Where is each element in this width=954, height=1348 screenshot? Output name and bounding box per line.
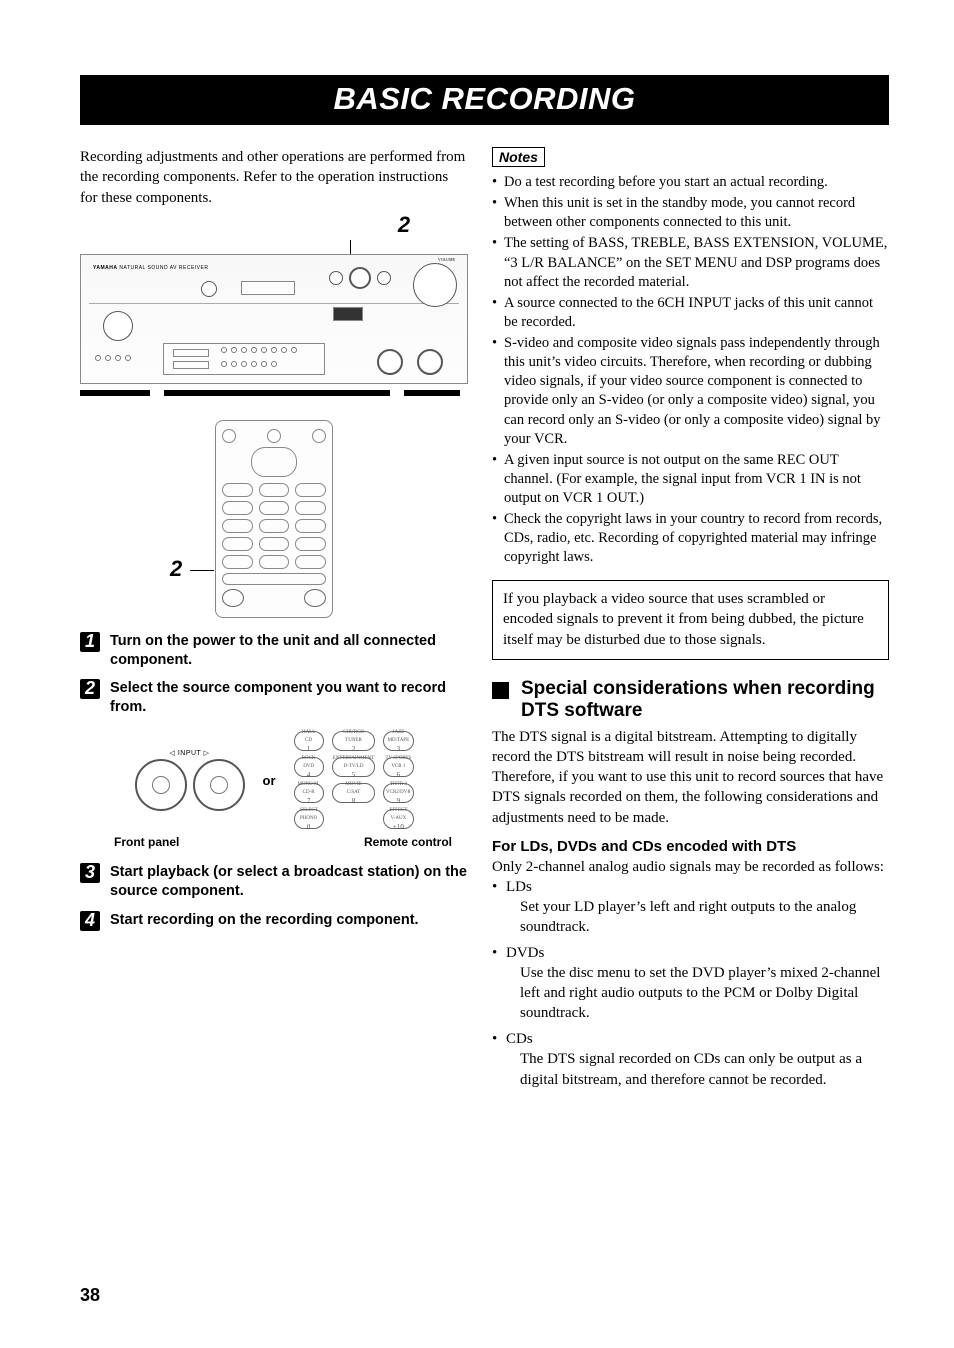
note-item: The setting of BASS, TREBLE, BASS EXTENS… xyxy=(492,234,889,291)
notes-heading: Notes xyxy=(492,147,545,167)
source-button: SELECTPHONO0 xyxy=(294,809,324,829)
left-column: Recording adjustments and other operatio… xyxy=(80,147,468,1096)
control-panel-row: ◁ INPUT ▷ or HALLCD1 CHURCHTUNER2 JAZZMD… xyxy=(80,731,468,829)
input-dial xyxy=(193,759,245,811)
figure-label-top: 2 xyxy=(340,212,468,238)
source-button: CHURCHTUNER2 xyxy=(332,731,376,751)
note-item: When this unit is set in the standby mod… xyxy=(492,194,889,232)
brand-label: YAMAHA NATURAL SOUND AV RECEIVER xyxy=(93,265,208,271)
callout-box: If you playback a video source that uses… xyxy=(492,580,889,660)
step-2: 2 Select the source component you want t… xyxy=(80,679,468,717)
source-button: TV SPORTSVCR 16 xyxy=(383,757,413,777)
step-text: Start recording on the recording compone… xyxy=(110,911,419,930)
note-item: Check the copyright laws in your country… xyxy=(492,510,889,567)
step-text: Select the source component you want to … xyxy=(110,679,468,717)
dial xyxy=(417,349,443,375)
step-text: Turn on the power to the unit and all co… xyxy=(110,632,468,670)
step-text: Start playback (or select a broadcast st… xyxy=(110,863,468,901)
step-4: 4 Start recording on the recording compo… xyxy=(80,911,468,931)
input-dial xyxy=(135,759,187,811)
section-paragraph: The DTS signal is a digital bitstream. A… xyxy=(492,727,889,827)
page-title: BASIC RECORDING xyxy=(80,81,889,117)
input-dial-group: ◁ INPUT ▷ xyxy=(135,749,245,811)
step-3: 3 Start playback (or select a broadcast … xyxy=(80,863,468,901)
remote-button-grid: HALLCD1 CHURCHTUNER2 JAZZMD/TAPE3 ROCKDV… xyxy=(294,731,414,829)
pointer-line xyxy=(350,240,468,254)
front-panel-label: Front panel xyxy=(114,835,179,849)
sub-heading: For LDs, DVDs and CDs encoded with DTS xyxy=(492,838,889,855)
source-button: MONO M.CD-R7 xyxy=(294,783,324,803)
note-item: A source connected to the 6CH INPUT jack… xyxy=(492,294,889,332)
source-button: ROCKDVD4 xyxy=(294,757,324,777)
intro-text: Recording adjustments and other operatio… xyxy=(80,147,468,208)
notes-list: Do a test recording before you start an … xyxy=(492,173,889,568)
page-number: 38 xyxy=(80,1285,100,1306)
figure-label-side: 2 xyxy=(170,556,182,582)
dial xyxy=(377,349,403,375)
right-column: Notes Do a test recording before you sta… xyxy=(492,147,889,1096)
section-heading: Special considerations when recording DT… xyxy=(492,678,889,724)
source-button: EFFECTV-AUX+10 xyxy=(383,809,413,829)
sub-paragraph: Only 2-channel analog audio signals may … xyxy=(492,857,889,877)
remote-diagram xyxy=(215,420,333,618)
media-item: CDs The DTS signal recorded on CDs can o… xyxy=(492,1029,889,1089)
step-number: 2 xyxy=(80,679,100,699)
section-title: Special considerations when recording DT… xyxy=(521,678,889,724)
two-column-layout: Recording adjustments and other operatio… xyxy=(80,147,889,1096)
underline-bars xyxy=(80,390,468,396)
step-number: 1 xyxy=(80,632,100,652)
or-label: or xyxy=(263,773,276,788)
note-item: Do a test recording before you start an … xyxy=(492,173,889,192)
receiver-diagram: YAMAHA NATURAL SOUND AV RECEIVER VOLUME xyxy=(80,254,468,384)
media-list: LDs Set your LD player’s left and right … xyxy=(492,877,889,1090)
panel-labels: Front panel Remote control xyxy=(114,835,452,849)
input-label: ◁ INPUT ▷ xyxy=(135,749,245,757)
media-item: DVDs Use the disc menu to set the DVD pl… xyxy=(492,943,889,1023)
remote-control-label: Remote control xyxy=(364,835,452,849)
note-item: S-video and composite video signals pass… xyxy=(492,334,889,449)
square-bullet-icon xyxy=(492,682,509,699)
step-1: 1 Turn on the power to the unit and all … xyxy=(80,632,468,670)
source-button: JAZZMD/TAPE3 xyxy=(383,731,413,751)
step-number: 3 xyxy=(80,863,100,883)
remote-diagram-wrap: 2 xyxy=(80,420,468,618)
source-button: THTR 2VCR2/DVR9 xyxy=(383,783,413,803)
source-button: MOVIEC/SAT8 xyxy=(332,783,376,803)
page-title-bar: BASIC RECORDING xyxy=(80,75,889,125)
source-button: ENTERTAINMENTD-TV/LD5 xyxy=(332,757,376,777)
media-item: LDs Set your LD player’s left and right … xyxy=(492,877,889,937)
source-button: HALLCD1 xyxy=(294,731,324,751)
note-item: A given input source is not output on th… xyxy=(492,451,889,508)
knob xyxy=(201,281,217,297)
step-number: 4 xyxy=(80,911,100,931)
